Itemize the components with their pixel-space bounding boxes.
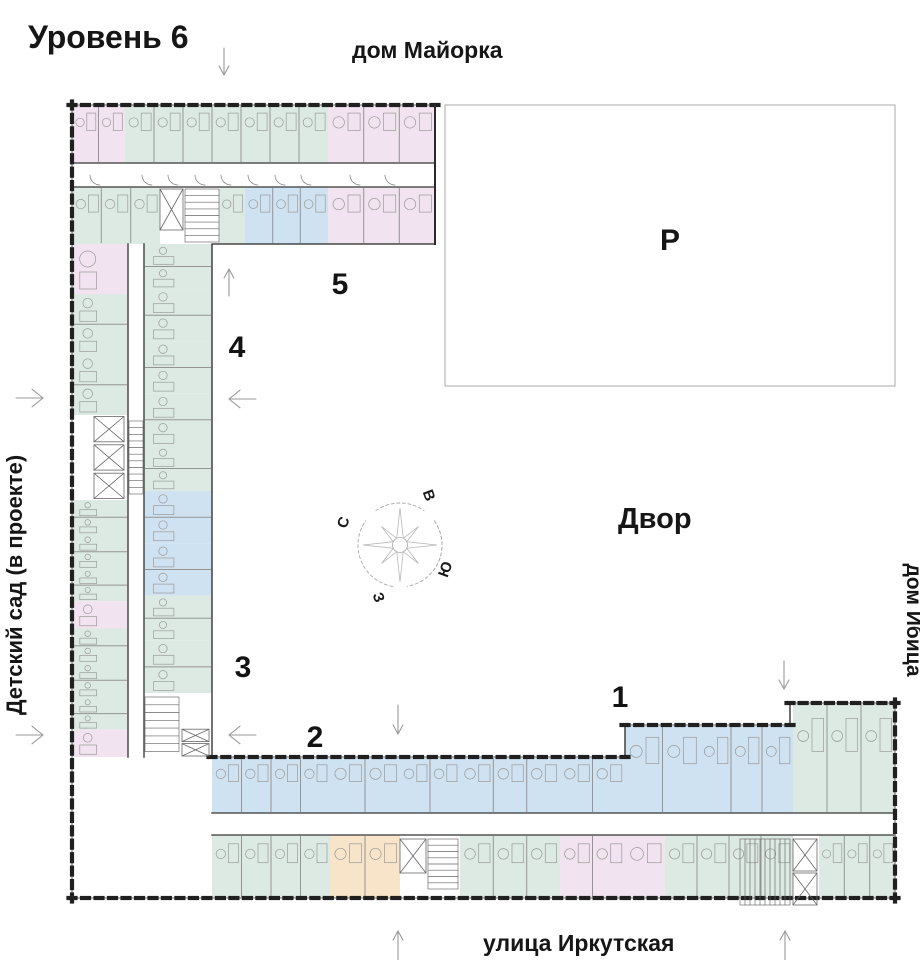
svg-text:улица Иркутская: улица Иркутская bbox=[483, 930, 674, 956]
svg-text:Р: Р bbox=[660, 224, 680, 257]
svg-text:2: 2 bbox=[307, 721, 324, 754]
svg-text:Детский сад (в проекте): Детский сад (в проекте) bbox=[2, 455, 27, 715]
svg-text:Двор: Двор bbox=[618, 503, 692, 535]
svg-text:Уровень 6: Уровень 6 bbox=[28, 19, 189, 55]
svg-text:дом Ибица: дом Ибица bbox=[902, 563, 920, 676]
svg-text:4: 4 bbox=[229, 331, 246, 364]
svg-text:1: 1 bbox=[612, 681, 629, 714]
svg-text:3: 3 bbox=[235, 651, 252, 684]
svg-text:дом Майорка: дом Майорка bbox=[352, 37, 503, 63]
svg-text:5: 5 bbox=[332, 268, 349, 301]
